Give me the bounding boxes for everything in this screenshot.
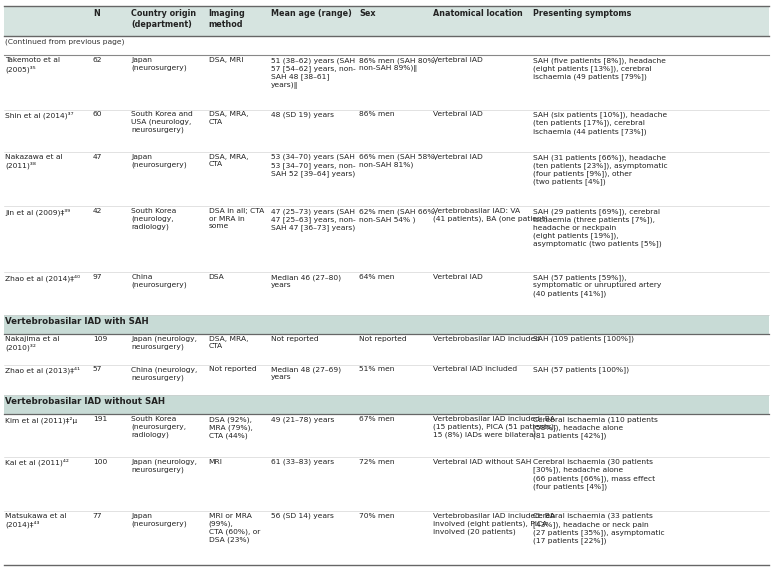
Text: Vertebrobasilar IAD without SAH: Vertebrobasilar IAD without SAH bbox=[5, 397, 165, 406]
Text: Vertebral IAD: Vertebral IAD bbox=[433, 57, 482, 63]
Text: DSA, MRA,
CTA: DSA, MRA, CTA bbox=[209, 154, 248, 167]
Text: Zhao et al (2013)‡⁴¹: Zhao et al (2013)‡⁴¹ bbox=[5, 367, 80, 374]
Text: Vertebral IAD: Vertebral IAD bbox=[433, 154, 482, 160]
Text: SAH (109 patients [100%]): SAH (109 patients [100%]) bbox=[533, 336, 635, 343]
Text: Not reported: Not reported bbox=[209, 367, 257, 372]
Text: Not reported: Not reported bbox=[359, 336, 407, 341]
Text: China
(neurosurgery): China (neurosurgery) bbox=[131, 274, 187, 288]
Text: Zhao et al (2014)‡⁴⁰: Zhao et al (2014)‡⁴⁰ bbox=[5, 274, 80, 282]
Text: Presenting symptoms: Presenting symptoms bbox=[533, 9, 632, 18]
Text: 72% men: 72% men bbox=[359, 459, 395, 465]
Text: N: N bbox=[93, 9, 100, 18]
Bar bbox=[4, 457, 769, 511]
Text: 100: 100 bbox=[93, 459, 107, 465]
Text: Vertebrobasilar IAD with SAH: Vertebrobasilar IAD with SAH bbox=[5, 317, 149, 325]
Text: 53 (34–70) years (SAH
53 [34–70] years, non-
SAH 52 [39–64] years): 53 (34–70) years (SAH 53 [34–70] years, … bbox=[271, 154, 355, 177]
Bar bbox=[4, 395, 769, 415]
Text: Cerebral ischaemia (30 patients
[30%]), headache alone
(66 patients [66%]), mass: Cerebral ischaemia (30 patients [30%]), … bbox=[533, 459, 656, 490]
Bar bbox=[4, 55, 769, 110]
Text: DSA (92%),
MRA (79%),
CTA (44%): DSA (92%), MRA (79%), CTA (44%) bbox=[209, 416, 253, 439]
Text: 77: 77 bbox=[93, 513, 102, 519]
Text: SAH (five patients [8%]), headache
(eight patients [13%]), cerebral
ischaemia (4: SAH (five patients [8%]), headache (eigh… bbox=[533, 57, 666, 81]
Text: 48 (SD 19) years: 48 (SD 19) years bbox=[271, 111, 334, 118]
Text: 86% men: 86% men bbox=[359, 111, 395, 118]
Text: Japan
(neurosurgery): Japan (neurosurgery) bbox=[131, 57, 187, 71]
Text: 60: 60 bbox=[93, 111, 102, 118]
Text: Sex: Sex bbox=[359, 9, 376, 18]
Text: Jin et al (2009)‡³⁹: Jin et al (2009)‡³⁹ bbox=[5, 208, 70, 216]
Text: SAH (29 patients [69%]), cerebral
ischaemia (three patients [7%]),
headache or n: SAH (29 patients [69%]), cerebral ischae… bbox=[533, 208, 662, 247]
Text: 51 (38–62) years (SAH
57 [54–62] years, non-
SAH 48 [38–61]
years)‖: 51 (38–62) years (SAH 57 [54–62] years, … bbox=[271, 57, 356, 89]
Text: 66% men (SAH 58%,
non-SAH 81%): 66% men (SAH 58%, non-SAH 81%) bbox=[359, 154, 438, 168]
Bar bbox=[4, 415, 769, 457]
Bar bbox=[4, 334, 769, 365]
Text: Vertebral IAD: Vertebral IAD bbox=[433, 111, 482, 118]
Text: 51% men: 51% men bbox=[359, 367, 395, 372]
Text: Vertebrobasilar IAD included: Vertebrobasilar IAD included bbox=[433, 336, 540, 341]
Text: Kim et al (2011)‡²µ: Kim et al (2011)‡²µ bbox=[5, 416, 77, 424]
Text: Vertebral IAD: Vertebral IAD bbox=[433, 274, 482, 280]
Text: 67% men: 67% men bbox=[359, 416, 395, 422]
Text: SAH (57 patients [59%]),
symptomatic or unruptured artery
(40 patients [41%]): SAH (57 patients [59%]), symptomatic or … bbox=[533, 274, 662, 297]
Text: Anatomical location: Anatomical location bbox=[433, 9, 523, 18]
Text: SAH (six patients [10%]), headache
(ten patients [17%]), cerebral
ischaemia (44 : SAH (six patients [10%]), headache (ten … bbox=[533, 111, 668, 135]
Text: Nakajima et al
(2010)³²: Nakajima et al (2010)³² bbox=[5, 336, 60, 351]
Text: 47 (25–73) years (SAH
47 [25–63] years, non-
SAH 47 [36–73] years): 47 (25–73) years (SAH 47 [25–63] years, … bbox=[271, 208, 356, 231]
Text: South Korea
(neurology,
radiology): South Korea (neurology, radiology) bbox=[131, 208, 177, 230]
Text: DSA, MRA,
CTA: DSA, MRA, CTA bbox=[209, 336, 248, 349]
Text: Not reported: Not reported bbox=[271, 336, 318, 341]
Text: Vertebrobasilar IAD included: BA
involved (eight patients), PICA
involved (20 pa: Vertebrobasilar IAD included: BA involve… bbox=[433, 513, 555, 535]
Text: 70% men: 70% men bbox=[359, 513, 395, 519]
Text: 56 (SD 14) years: 56 (SD 14) years bbox=[271, 513, 333, 520]
Bar bbox=[4, 272, 769, 315]
Text: MRI or MRA
(99%),
CTA (60%), or
DSA (23%): MRI or MRA (99%), CTA (60%), or DSA (23%… bbox=[209, 513, 260, 543]
Text: 64% men: 64% men bbox=[359, 274, 395, 280]
Bar bbox=[4, 6, 769, 37]
Text: Kai et al (2011)⁴²: Kai et al (2011)⁴² bbox=[5, 459, 70, 466]
Text: Median 46 (27–80)
years: Median 46 (27–80) years bbox=[271, 274, 341, 288]
Text: 49 (21–78) years: 49 (21–78) years bbox=[271, 416, 334, 423]
Text: Vertebrobasilar IAD included: BA
(15 patients), PICA (51 patients);
15 (8%) IADs: Vertebrobasilar IAD included: BA (15 pat… bbox=[433, 416, 557, 438]
Text: 191: 191 bbox=[93, 416, 107, 422]
Text: Japan
(neurosurgery): Japan (neurosurgery) bbox=[131, 154, 187, 168]
Text: 62: 62 bbox=[93, 57, 102, 63]
Bar bbox=[4, 365, 769, 395]
Text: Vertebral IAD without SAH: Vertebral IAD without SAH bbox=[433, 459, 531, 465]
Text: Cerebral ischaemia (33 patients
[43%]), headache or neck pain
(27 patients [35%]: Cerebral ischaemia (33 patients [43%]), … bbox=[533, 513, 665, 544]
Text: Matsukawa et al
(2014)‡⁴³: Matsukawa et al (2014)‡⁴³ bbox=[5, 513, 67, 528]
Bar bbox=[4, 511, 769, 565]
Text: (Continued from previous page): (Continued from previous page) bbox=[5, 38, 125, 45]
Text: Shin et al (2014)³⁷: Shin et al (2014)³⁷ bbox=[5, 111, 74, 119]
Text: 97: 97 bbox=[93, 274, 102, 280]
Text: Median 48 (27–69)
years: Median 48 (27–69) years bbox=[271, 367, 341, 380]
Bar bbox=[4, 110, 769, 152]
Text: Vertebral IAD included: Vertebral IAD included bbox=[433, 367, 517, 372]
Bar bbox=[4, 315, 769, 334]
Text: Cerebral ischaemia (110 patients
[58%]), headache alone
(81 patients [42%]): Cerebral ischaemia (110 patients [58%]),… bbox=[533, 416, 659, 439]
Text: Japan (neurology,
neurosurgery): Japan (neurology, neurosurgery) bbox=[131, 336, 197, 350]
Text: MRI: MRI bbox=[209, 459, 223, 465]
Text: DSA, MRI: DSA, MRI bbox=[209, 57, 243, 63]
Text: 61 (33–83) years: 61 (33–83) years bbox=[271, 459, 334, 465]
Text: Vertebrobasilar IAD: VA
(41 patients), BA (one patient): Vertebrobasilar IAD: VA (41 patients), B… bbox=[433, 208, 547, 222]
Text: DSA, MRA,
CTA: DSA, MRA, CTA bbox=[209, 111, 248, 125]
Text: Imaging
method: Imaging method bbox=[209, 9, 246, 29]
Text: Country origin
(department): Country origin (department) bbox=[131, 9, 196, 29]
Text: 47: 47 bbox=[93, 154, 102, 160]
Text: SAH (57 patients [100%]): SAH (57 patients [100%]) bbox=[533, 367, 629, 373]
Bar bbox=[4, 152, 769, 206]
Text: Mean age (range): Mean age (range) bbox=[271, 9, 352, 18]
Text: South Korea
(neurosurgery,
radiology): South Korea (neurosurgery, radiology) bbox=[131, 416, 186, 438]
Text: Japan
(neurosurgery): Japan (neurosurgery) bbox=[131, 513, 187, 527]
Text: Nakazawa et al
(2011)³⁸: Nakazawa et al (2011)³⁸ bbox=[5, 154, 63, 169]
Text: South Korea and
USA (neurology,
neurosurgery): South Korea and USA (neurology, neurosur… bbox=[131, 111, 193, 134]
Text: 109: 109 bbox=[93, 336, 107, 341]
Bar bbox=[4, 206, 769, 272]
Text: Japan (neurology,
neurosurgery): Japan (neurology, neurosurgery) bbox=[131, 459, 197, 473]
Text: DSA in all; CTA
or MRA in
some: DSA in all; CTA or MRA in some bbox=[209, 208, 264, 229]
Text: 57: 57 bbox=[93, 367, 102, 372]
Text: China (neurology,
neurosurgery): China (neurology, neurosurgery) bbox=[131, 367, 198, 381]
Text: SAH (31 patients [66%]), headache
(ten patients [23%]), asymptomatic
(four patie: SAH (31 patients [66%]), headache (ten p… bbox=[533, 154, 668, 186]
Text: 86% men (SAH 80%,
non-SAH 89%)‖: 86% men (SAH 80%, non-SAH 89%)‖ bbox=[359, 57, 438, 73]
Text: 42: 42 bbox=[93, 208, 102, 214]
